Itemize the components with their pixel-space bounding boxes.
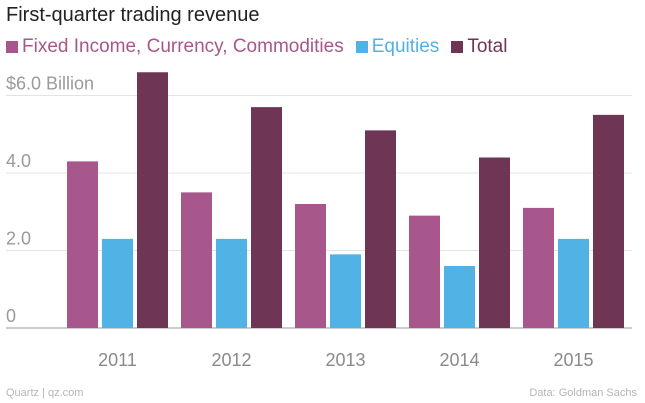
legend-item-equities: Equities [355,36,440,58]
bar-2014-total [479,157,510,328]
footer-source-left: Quartz | qz.com [6,387,84,399]
legend-label-ficc: Fixed Income, Currency, Commodities [22,36,344,57]
y-tick-label: 0 [6,306,16,326]
bar-2015-total [593,114,624,328]
bar-2014-equities [444,266,475,328]
y-tick-label: 2.0 [6,229,31,249]
legend-label-total: Total [467,36,508,57]
y-tick-label: $6.0 Billion [6,74,94,94]
x-tick-label: 2015 [553,350,593,370]
legend-swatch-ficc [6,41,18,53]
bar-2015-equities [558,238,589,328]
bar-2012-total [251,107,282,328]
bar-2013-total [365,130,396,328]
bar-2013-equities [330,254,361,328]
legend-item-total: Total [451,36,507,58]
y-tick-label: 4.0 [6,151,31,171]
legend: Fixed Income, Currency, Commodities Equi… [6,36,519,58]
chart-title: First-quarter trading revenue [6,4,260,26]
legend-swatch-equities [355,41,368,53]
bar-2011-total [137,72,168,328]
bar-2011-equities [102,238,133,328]
x-tick-label: 2012 [211,350,251,370]
bar-2011-ficc [67,161,98,328]
legend-label-equities: Equities [371,36,440,57]
bar-2013-ficc [295,204,326,328]
bar-2014-ficc [409,215,440,328]
x-tick-label: 2014 [439,350,479,370]
bar-2015-ficc [523,207,554,328]
legend-swatch-total [451,41,464,53]
x-tick-label: 2011 [98,350,137,370]
bar-2012-equities [216,238,247,328]
bar-2012-ficc [181,192,212,328]
footer-source-right: Data: Goldman Sachs [529,387,637,399]
x-tick-label: 2013 [325,350,365,370]
legend-item-ficc: Fixed Income, Currency, Commodities [6,36,344,58]
